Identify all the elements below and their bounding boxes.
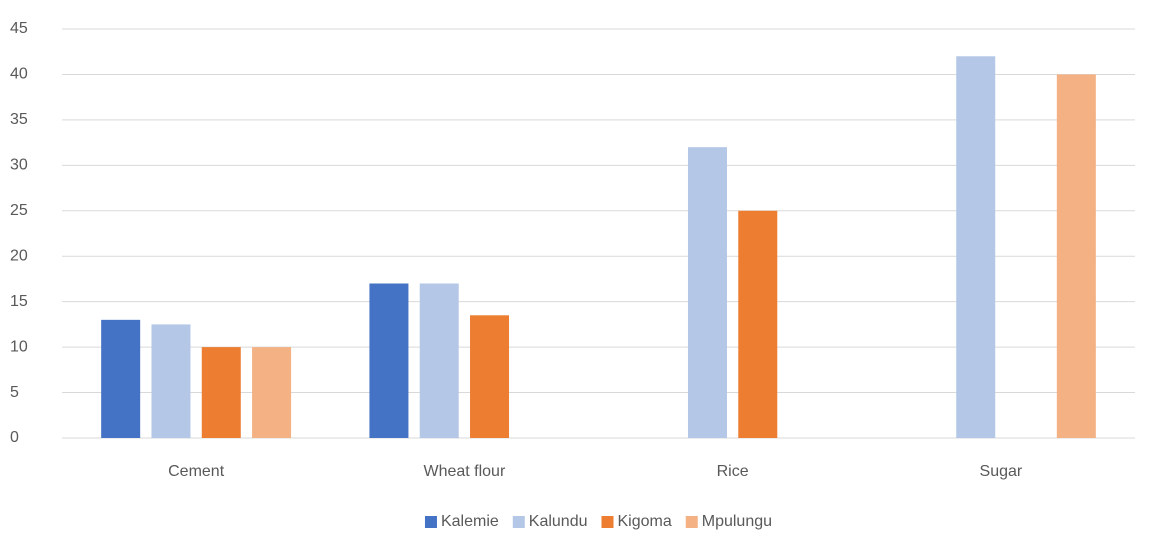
x-tick-label: Rice — [717, 463, 749, 480]
y-tick-label: 40 — [10, 66, 28, 83]
legend-label: Kalundu — [529, 513, 588, 530]
bar — [687, 147, 727, 438]
bar — [201, 347, 241, 438]
bar — [369, 283, 409, 438]
bar — [470, 315, 510, 438]
y-tick-label: 10 — [10, 338, 28, 355]
bar — [252, 347, 292, 438]
bar — [151, 324, 191, 438]
y-tick-label: 15 — [10, 293, 28, 310]
bar — [101, 319, 141, 438]
y-tick-label: 25 — [10, 202, 28, 219]
bar — [419, 283, 459, 438]
y-tick-label: 20 — [10, 247, 28, 264]
y-tick-label: 45 — [10, 20, 28, 37]
legend-marker — [512, 516, 525, 528]
legend-label: Kigoma — [618, 513, 672, 530]
legend-marker — [685, 516, 698, 528]
y-tick-label: 30 — [10, 157, 28, 174]
legend-marker — [424, 516, 437, 528]
bar — [956, 56, 996, 439]
x-tick-label: Wheat flour — [423, 463, 505, 480]
legend-marker — [601, 516, 614, 528]
bar — [738, 210, 778, 438]
legend-label: Mpulungu — [702, 513, 772, 530]
y-tick-label: 5 — [10, 384, 19, 401]
bar — [1056, 74, 1096, 438]
y-tick-label: 35 — [10, 111, 28, 128]
y-tick-label: 0 — [10, 429, 19, 446]
x-tick-label: Cement — [168, 463, 225, 480]
legend-label: Kalemie — [441, 513, 499, 530]
x-tick-label: Sugar — [980, 463, 1023, 480]
